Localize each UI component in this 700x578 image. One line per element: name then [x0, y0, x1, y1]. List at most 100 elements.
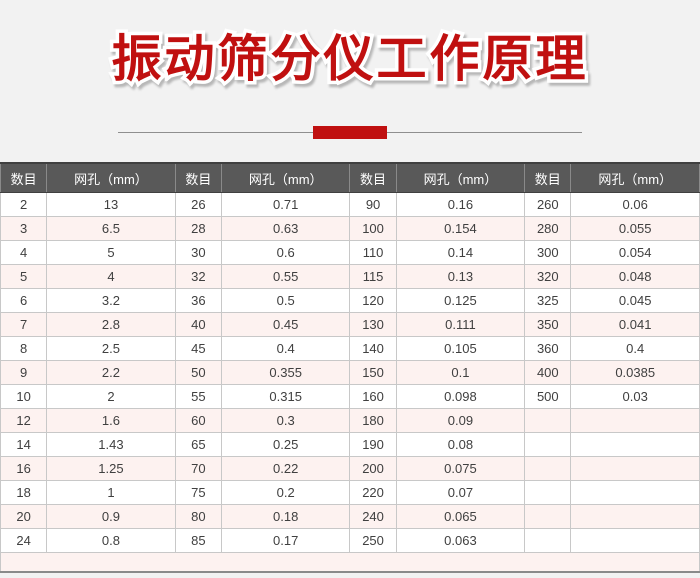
column-header: 数目 [524, 162, 572, 193]
table-cell: 0.07 [395, 480, 526, 505]
table-cell: 55 [174, 384, 222, 409]
column-header: 网孔（mm） [395, 162, 526, 193]
table-cell: 250 [349, 528, 397, 553]
table-cell: 0.6 [220, 240, 351, 265]
table-cell: 90 [349, 192, 397, 217]
table-header-row: 数目 网孔（mm） 数目 网孔（mm） 数目 网孔（mm） 数目 网孔（mm） [0, 162, 700, 193]
table-cell: 200 [349, 456, 397, 481]
table-cell: 45 [174, 336, 222, 361]
title-divider [0, 126, 700, 139]
table-cell: 160 [349, 384, 397, 409]
table-cell: 0.17 [220, 528, 351, 553]
table-cell: 60 [174, 408, 222, 433]
table-cell: 115 [349, 264, 397, 289]
table-cell: 20 [0, 504, 48, 529]
table-cell: 360 [524, 336, 572, 361]
table-cell: 0.71 [220, 192, 351, 217]
table-cell: 130 [349, 312, 397, 337]
table-row: 9 2.2 50 0.355 150 0.1 400 0.0385 [0, 360, 700, 385]
table-cell: 8 [0, 336, 48, 361]
table-cell: 260 [524, 192, 572, 217]
table-cell: 0.03 [570, 384, 700, 409]
table-cell: 0.045 [570, 288, 700, 313]
table-cell: 36 [174, 288, 222, 313]
column-header: 数目 [174, 162, 222, 193]
table-cell: 320 [524, 264, 572, 289]
table-cell: 4 [0, 240, 48, 265]
table-cell: 85 [174, 528, 222, 553]
table-cell: 350 [524, 312, 572, 337]
table-cell: 6.5 [46, 216, 176, 241]
divider-accent-bar [313, 126, 387, 139]
table-cell: 0.06 [570, 192, 700, 217]
table-cell: 5 [0, 264, 48, 289]
table-row: 10 2 55 0.315 160 0.098 500 0.03 [0, 384, 700, 409]
table-cell: 10 [0, 384, 48, 409]
table-cell: 240 [349, 504, 397, 529]
table-cell: 5 [46, 240, 176, 265]
table-cell [570, 528, 700, 553]
table-cell: 150 [349, 360, 397, 385]
table-footer-strip [0, 552, 700, 573]
table-cell: 0.63 [220, 216, 351, 241]
table-cell: 2 [46, 384, 176, 409]
table-cell: 0.355 [220, 360, 351, 385]
table-cell: 1.25 [46, 456, 176, 481]
table-cell: 0.065 [395, 504, 526, 529]
table-cell: 0.105 [395, 336, 526, 361]
table-row: 24 0.8 85 0.17 250 0.063 [0, 528, 700, 553]
table-cell: 110 [349, 240, 397, 265]
table-cell: 0.054 [570, 240, 700, 265]
table-cell: 190 [349, 432, 397, 457]
table-cell: 6 [0, 288, 48, 313]
table-cell: 3 [0, 216, 48, 241]
page-title: 振动筛分仪工作原理 [108, 28, 589, 91]
table-cell: 0.0385 [570, 360, 700, 385]
table-cell: 0.4 [570, 336, 700, 361]
table-cell: 13 [46, 192, 176, 217]
table-cell: 28 [174, 216, 222, 241]
table-cell: 2 [0, 192, 48, 217]
table-cell: 0.098 [395, 384, 526, 409]
table-cell: 65 [174, 432, 222, 457]
column-header: 网孔（mm） [220, 162, 351, 193]
table-row: 6 3.2 36 0.5 120 0.125 325 0.045 [0, 288, 700, 313]
table-body: 2 13 26 0.71 90 0.16 260 0.06 3 6.5 28 0.63 100 0.154… [0, 192, 700, 553]
table-row: 20 0.9 80 0.18 240 0.065 [0, 504, 700, 529]
table-cell [570, 480, 700, 505]
column-header: 数目 [349, 162, 397, 193]
table-row: 4 5 30 0.6 110 0.14 300 0.054 [0, 240, 700, 265]
table-cell: 120 [349, 288, 397, 313]
table-row: 2 13 26 0.71 90 0.16 260 0.06 [0, 192, 700, 217]
table-cell: 0.13 [395, 264, 526, 289]
table-row: 5 4 32 0.55 115 0.13 320 0.048 [0, 264, 700, 289]
table-cell: 0.16 [395, 192, 526, 217]
table-cell: 30 [174, 240, 222, 265]
table-row: 3 6.5 28 0.63 100 0.154 280 0.055 [0, 216, 700, 241]
table-cell: 400 [524, 360, 572, 385]
table-cell: 0.3 [220, 408, 351, 433]
table-cell [524, 456, 572, 481]
mesh-size-table: 数目 网孔（mm） 数目 网孔（mm） 数目 网孔（mm） 数目 网孔（mm） 2 13 26 0.… [0, 162, 700, 573]
table-cell: 180 [349, 408, 397, 433]
table-cell: 1.6 [46, 408, 176, 433]
table-cell: 18 [0, 480, 48, 505]
table-cell: 280 [524, 216, 572, 241]
table-cell [570, 456, 700, 481]
table-cell: 1.43 [46, 432, 176, 457]
table-cell: 40 [174, 312, 222, 337]
table-cell: 80 [174, 504, 222, 529]
table-cell: 0.22 [220, 456, 351, 481]
table-cell: 0.9 [46, 504, 176, 529]
table-cell: 0.125 [395, 288, 526, 313]
table-cell: 0.075 [395, 456, 526, 481]
column-header: 数目 [0, 162, 48, 193]
table-cell: 0.09 [395, 408, 526, 433]
table-cell: 0.111 [395, 312, 526, 337]
table-cell: 4 [46, 264, 176, 289]
table-cell: 75 [174, 480, 222, 505]
table-cell: 0.055 [570, 216, 700, 241]
table-cell: 3.2 [46, 288, 176, 313]
table-cell: 0.5 [220, 288, 351, 313]
table-cell: 0.2 [220, 480, 351, 505]
